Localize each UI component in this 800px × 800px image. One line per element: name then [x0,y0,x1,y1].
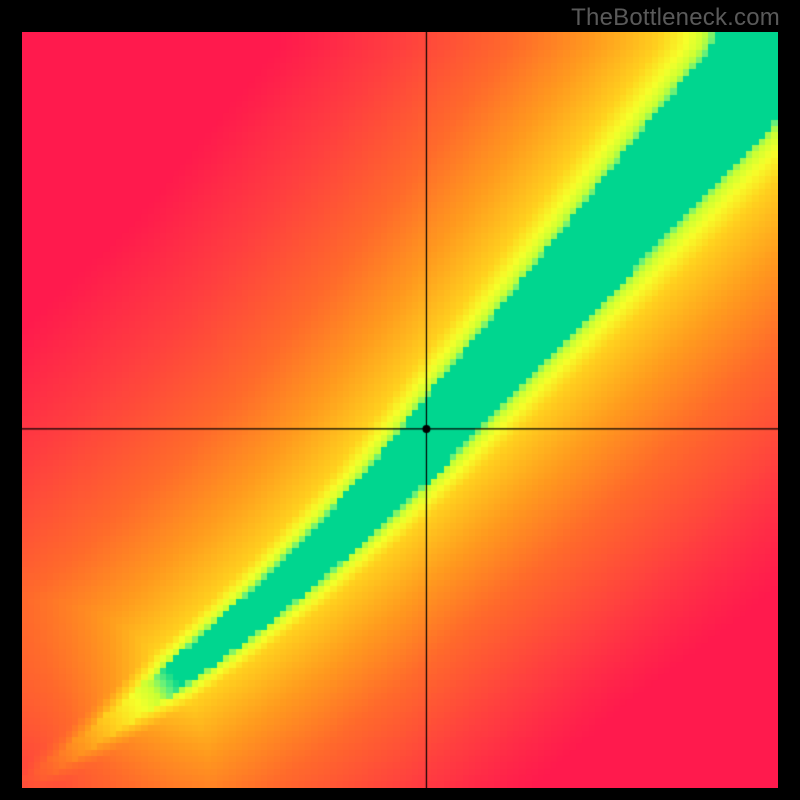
heatmap-plot [22,32,778,788]
chart-container: TheBottleneck.com [0,0,800,800]
watermark-text: TheBottleneck.com [571,4,780,32]
